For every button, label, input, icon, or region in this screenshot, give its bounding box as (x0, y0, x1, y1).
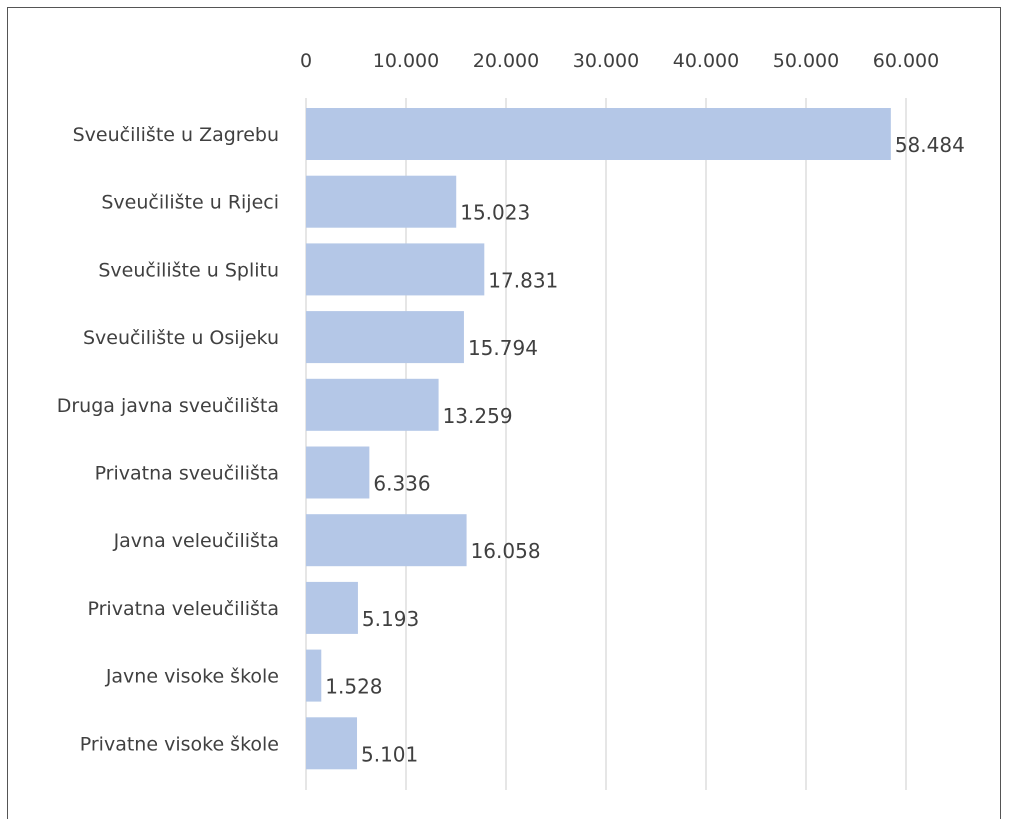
chart-frame: 0 10.000 20.000 30.000 40.000 50.000 60.000 Sv… (7, 7, 1001, 819)
bar-chart: 0 10.000 20.000 30.000 40.000 50.000 60.000 Sv… (57, 50, 965, 790)
category-label: Privatna sveučilišta (95, 463, 279, 485)
value-label: 16.058 (471, 539, 541, 563)
x-axis-tick-labels: 0 10.000 20.000 30.000 40.000 50.000 60.000 (300, 50, 939, 72)
category-label: Javne visoke škole (105, 666, 279, 688)
category-label: Sveučilište u Zagrebu (73, 124, 279, 146)
x-tick-label: 50.000 (773, 50, 839, 72)
x-tick-label: 10.000 (373, 50, 439, 72)
category-label: Privatne visoke škole (80, 733, 279, 755)
value-label: 1.528 (325, 675, 382, 699)
x-tick-label: 30.000 (573, 50, 639, 72)
category-label: Druga javna sveučilišta (57, 395, 279, 417)
category-label: Sveučilište u Rijeci (101, 192, 279, 214)
x-tick-label: 0 (300, 50, 312, 72)
bar (306, 514, 467, 567)
x-tick-label: 60.000 (873, 50, 939, 72)
value-label: 13.259 (443, 404, 513, 428)
value-labels: 58.484 15.023 17.831 15.794 13.259 6.336 16.05… (325, 133, 965, 766)
bar (306, 717, 358, 770)
value-label: 58.484 (895, 133, 965, 157)
bar (306, 581, 358, 634)
category-label: Privatna veleučilišta (88, 598, 280, 620)
value-label: 15.023 (460, 201, 530, 225)
category-labels: Sveučilište u Zagrebu Sveučilište u Rijec… (57, 124, 279, 755)
bar (306, 446, 370, 499)
category-label: Sveučilište u Osijeku (83, 327, 279, 349)
bar (306, 378, 439, 431)
value-label: 5.193 (362, 607, 419, 631)
bar (306, 108, 891, 160)
category-label: Sveučilište u Splitu (98, 259, 279, 281)
bar (306, 243, 485, 296)
value-label: 15.794 (468, 336, 538, 360)
value-label: 5.101 (361, 742, 418, 766)
bar (306, 649, 322, 702)
bar (306, 311, 464, 364)
x-tick-label: 40.000 (673, 50, 739, 72)
value-label: 17.831 (488, 268, 558, 292)
value-label: 6.336 (373, 472, 430, 496)
x-tick-label: 20.000 (473, 50, 539, 72)
bar (306, 175, 457, 228)
category-label: Javna veleučilišta (113, 530, 279, 552)
bars (306, 108, 891, 770)
